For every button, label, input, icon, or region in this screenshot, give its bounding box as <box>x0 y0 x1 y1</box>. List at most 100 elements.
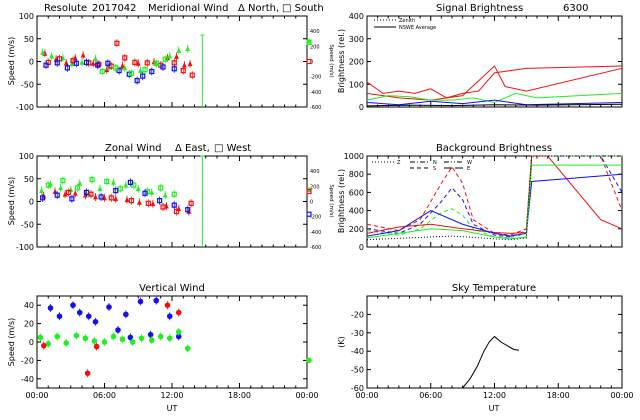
sky-xtick-label-0: 00:00 <box>355 391 378 400</box>
zonal-point-1-3 <box>72 190 78 196</box>
background-y-ticks: 0 200 400 600 800 1000 <box>344 152 622 252</box>
zonal-point-1-5 <box>93 193 98 200</box>
meridional-point-0-4 <box>80 52 86 58</box>
background-legend-z: Z <box>397 160 401 166</box>
zonal-edge-point-2 <box>306 211 312 217</box>
meridional-point-3-10 <box>140 73 146 79</box>
meridional-title-main: Meridional Wind <box>148 3 228 14</box>
zonal-title-main: Zonal Wind <box>105 143 162 154</box>
meridional-point-3-0 <box>43 62 49 68</box>
zonal-marks <box>39 155 312 247</box>
background-ytick-label-2: 400 <box>349 207 364 216</box>
meridional-ytick-label-0: -100 <box>16 103 34 112</box>
zonal-point-4-7 <box>188 200 194 206</box>
vertical-title: Vertical Wind <box>139 283 205 294</box>
vertical-y-ticks: -40 -20 0 20 40 <box>21 301 307 384</box>
zonal-point-4-4 <box>145 200 151 206</box>
meridional-point-0-11 <box>174 53 179 59</box>
meridional-marks <box>40 34 312 107</box>
signal-series-0 <box>366 65 623 99</box>
vertical-point-2-3 <box>164 302 171 309</box>
vertical-point-1-6 <box>91 338 98 344</box>
vertical-point-1-16 <box>184 345 191 352</box>
zonal-point-4-3 <box>128 197 135 204</box>
zonal-point-3-1 <box>54 192 60 198</box>
vertical-point-1-5 <box>82 335 89 342</box>
sky-xtick-label-1: 06:00 <box>419 391 442 400</box>
vertical-point-1-11 <box>138 335 145 342</box>
zonal-point-3-9 <box>171 202 177 208</box>
zonal-edge-point-1 <box>306 188 312 195</box>
zonal-ytick-right-label-0: -600 <box>310 245 321 251</box>
meridional-point-2-7 <box>122 55 128 61</box>
meridional-point-3-1 <box>54 60 60 66</box>
zonal-point-4-2 <box>108 195 114 201</box>
zonal-point-2-0 <box>45 182 51 188</box>
meridional-point-3-2 <box>64 65 70 71</box>
background-series-6 <box>366 155 622 241</box>
vertical-point-1-3 <box>63 340 70 346</box>
meridional-point-3-9 <box>134 78 140 84</box>
zonal-point-0-8 <box>123 182 129 188</box>
vertical-point-1-7 <box>101 339 108 345</box>
vertical-point-1-13 <box>157 333 164 340</box>
zonal-point-1-2 <box>62 191 68 197</box>
zonal-ylabel: Speed (m/s) <box>7 177 16 226</box>
vertical-point-0-13 <box>166 313 173 320</box>
meridional-title-north: Δ North, <box>238 3 279 14</box>
vertical-point-1-14 <box>166 335 173 342</box>
background-ytick-label-4: 800 <box>349 170 364 179</box>
signal-series-4 <box>366 103 623 107</box>
meridional-point-1-11 <box>176 47 182 53</box>
meridional-ytick-right-label-2: -200 <box>310 75 321 81</box>
meridional-edge-point-2 <box>306 58 312 65</box>
vertical-point-0-11 <box>147 331 154 338</box>
zonal-point-2-1 <box>60 177 66 184</box>
zonal-ytick-label-1: -50 <box>21 220 34 229</box>
vertical-point-1-4 <box>73 332 80 339</box>
background-ytick-label-1: 200 <box>349 225 364 234</box>
zonal-ytick-right-label-4: 200 <box>310 184 320 190</box>
background-legend-n: N <box>433 160 437 166</box>
sky-ylabel: (K) <box>337 336 346 348</box>
meridional-ytick-label-3: 50 <box>24 35 34 44</box>
background-series-1 <box>366 155 623 238</box>
meridional-point-0-13 <box>187 60 193 67</box>
vertical-ytick-label-0: -40 <box>21 375 34 384</box>
zonal-x-ticks <box>36 156 308 247</box>
zonal-point-2-9 <box>171 191 177 197</box>
zonal-point-0-9 <box>135 185 141 192</box>
background-series-0 <box>366 155 623 236</box>
vertical-point-1-8 <box>110 333 117 340</box>
zonal-point-3-5 <box>113 187 119 194</box>
vertical-ylabel: Speed (m/s) <box>7 318 16 367</box>
meridional-point-1-5 <box>93 55 98 62</box>
vertical-point-0-5 <box>92 318 99 325</box>
zonal-point-0-10 <box>149 189 155 195</box>
meridional-point-0-12 <box>181 62 187 68</box>
vertical-point-1-15 <box>175 329 182 335</box>
meridional-x-ticks <box>36 16 308 107</box>
meridional-point-0-7 <box>120 62 125 68</box>
sky-marks <box>462 335 520 389</box>
vertical-panel: Vertical Wind Speed (m/s) UT -40 -20 0 20 40… <box>7 283 319 413</box>
meridional-point-3-7 <box>116 67 122 74</box>
zonal-ytick-right-label-3: 0 <box>310 200 313 206</box>
vertical-point-0-0 <box>47 305 54 311</box>
zonal-ylabel-right: Speed (m/s) <box>328 184 334 217</box>
vertical-point-2-4 <box>175 309 182 316</box>
meridional-point-1-10 <box>167 53 173 59</box>
meridional-point-2-8 <box>132 59 138 66</box>
vertical-point-0-1 <box>56 313 63 320</box>
background-title: Background Brightness <box>436 143 552 154</box>
meridional-ytick-right-label-5: 400 <box>310 29 320 35</box>
zonal-point-3-7 <box>142 190 148 196</box>
meridional-point-2-9 <box>144 60 150 66</box>
background-marks <box>366 155 623 241</box>
sky-ytick-label-1: -50 <box>351 366 364 375</box>
meridional-point-3-12 <box>160 64 166 70</box>
vertical-marks <box>37 296 312 378</box>
vertical-xtick-label-2: 12:00 <box>160 391 183 400</box>
zonal-y-ticks-right: -600 -400 -200 0 200 400 <box>310 169 321 251</box>
